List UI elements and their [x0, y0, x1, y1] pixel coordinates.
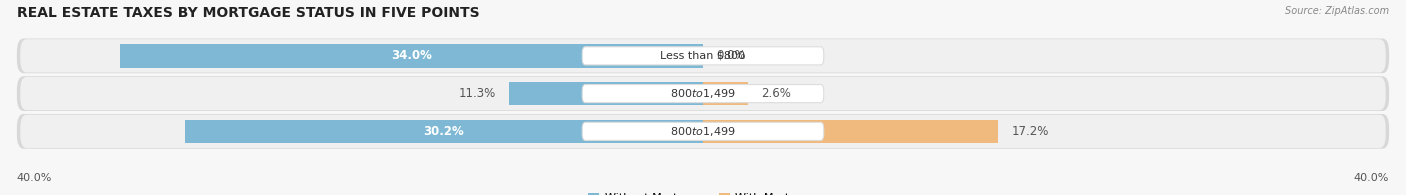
FancyBboxPatch shape	[17, 38, 1389, 73]
Bar	[509, 82, 703, 105]
Bar	[186, 120, 703, 143]
FancyBboxPatch shape	[20, 115, 1386, 148]
FancyBboxPatch shape	[17, 76, 1389, 111]
Text: 11.3%: 11.3%	[458, 87, 495, 100]
FancyBboxPatch shape	[20, 39, 1386, 73]
Text: 30.2%: 30.2%	[423, 125, 464, 138]
Text: 40.0%: 40.0%	[17, 173, 52, 183]
Text: REAL ESTATE TAXES BY MORTGAGE STATUS IN FIVE POINTS: REAL ESTATE TAXES BY MORTGAGE STATUS IN …	[17, 6, 479, 20]
Text: Source: ZipAtlas.com: Source: ZipAtlas.com	[1285, 6, 1389, 16]
Bar	[120, 44, 703, 67]
Legend: Without Mortgage, With Mortgage: Without Mortgage, With Mortgage	[583, 188, 823, 195]
Text: $800 to $1,499: $800 to $1,499	[671, 87, 735, 100]
Text: 2.6%: 2.6%	[761, 87, 792, 100]
Text: 40.0%: 40.0%	[1354, 173, 1389, 183]
Text: $800 to $1,499: $800 to $1,499	[671, 125, 735, 138]
Bar	[703, 82, 748, 105]
FancyBboxPatch shape	[17, 114, 1389, 149]
FancyBboxPatch shape	[20, 77, 1386, 110]
Text: 0.0%: 0.0%	[717, 49, 747, 62]
Text: Less than $800: Less than $800	[661, 51, 745, 61]
Bar	[703, 120, 998, 143]
FancyBboxPatch shape	[582, 122, 824, 140]
Text: 34.0%: 34.0%	[391, 49, 432, 62]
FancyBboxPatch shape	[582, 85, 824, 103]
FancyBboxPatch shape	[582, 47, 824, 65]
Text: 17.2%: 17.2%	[1012, 125, 1049, 138]
